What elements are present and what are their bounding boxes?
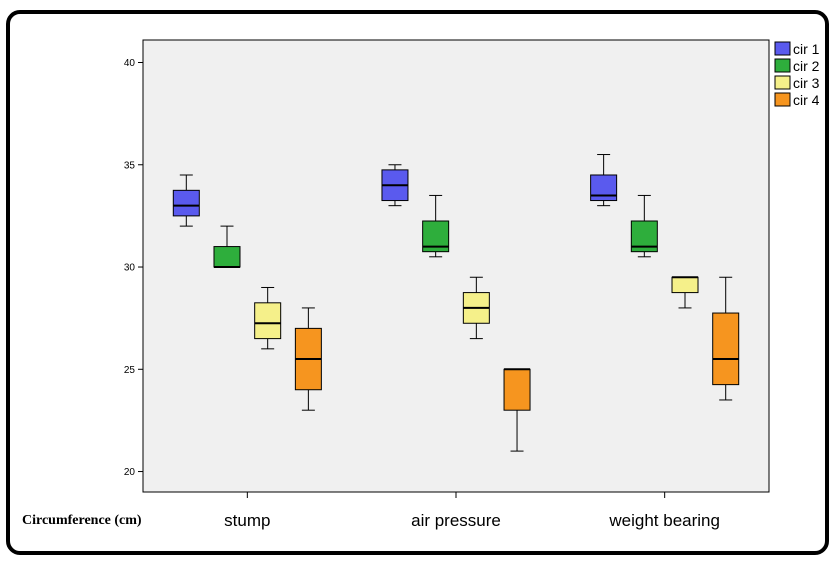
legend-swatch: [774, 92, 791, 107]
box-cir-2-weight-bearing: [630, 194, 658, 258]
legend-swatch: [774, 41, 791, 56]
box-cir-4-stump: [294, 307, 322, 411]
box-cir-3-stump: [254, 286, 282, 350]
legend-swatch: [774, 75, 791, 90]
box-cir-3-weight-bearing: [671, 276, 699, 309]
legend-label: cir 4: [793, 92, 820, 108]
legend-label: cir 2: [793, 58, 820, 74]
box-series: [172, 154, 740, 452]
legend-label: cir 3: [793, 75, 820, 91]
box-cir-2-air-pressure: [422, 194, 450, 258]
iqr-box: [213, 246, 241, 268]
iqr-box: [712, 312, 740, 386]
y-tick-label: 35: [124, 160, 136, 171]
box-cir-4-weight-bearing: [712, 276, 740, 401]
legend-swatch: [774, 58, 791, 73]
y-axis: 20 25 30 35 40: [124, 58, 143, 478]
x-axis-title: Circumference (cm): [22, 513, 142, 528]
y-tick-label: 25: [124, 365, 136, 376]
x-category-label: air pressure: [411, 511, 501, 530]
iqr-box: [503, 368, 531, 411]
iqr-box: [254, 302, 282, 340]
box-cir-1-air-pressure: [381, 164, 409, 207]
plot-area: [142, 39, 770, 493]
box-cir-2-stump: [213, 225, 241, 269]
iqr-box: [590, 174, 618, 202]
box-cir-1-weight-bearing: [590, 154, 618, 207]
iqr-box: [671, 276, 699, 294]
box-cir-4-air-pressure: [503, 368, 531, 452]
box-cir-1-stump: [172, 174, 200, 227]
y-tick-label: 40: [124, 58, 136, 69]
legend-label: cir 1: [793, 41, 820, 57]
box-cir-3-air-pressure: [462, 276, 490, 340]
x-category-label: weight bearing: [608, 511, 720, 530]
iqr-box: [172, 189, 200, 217]
x-category-label: stump: [224, 511, 270, 530]
y-tick-label: 30: [124, 263, 136, 274]
x-axis: stump air pressure weight bearing: [224, 492, 720, 530]
y-tick-label: 20: [124, 467, 136, 478]
